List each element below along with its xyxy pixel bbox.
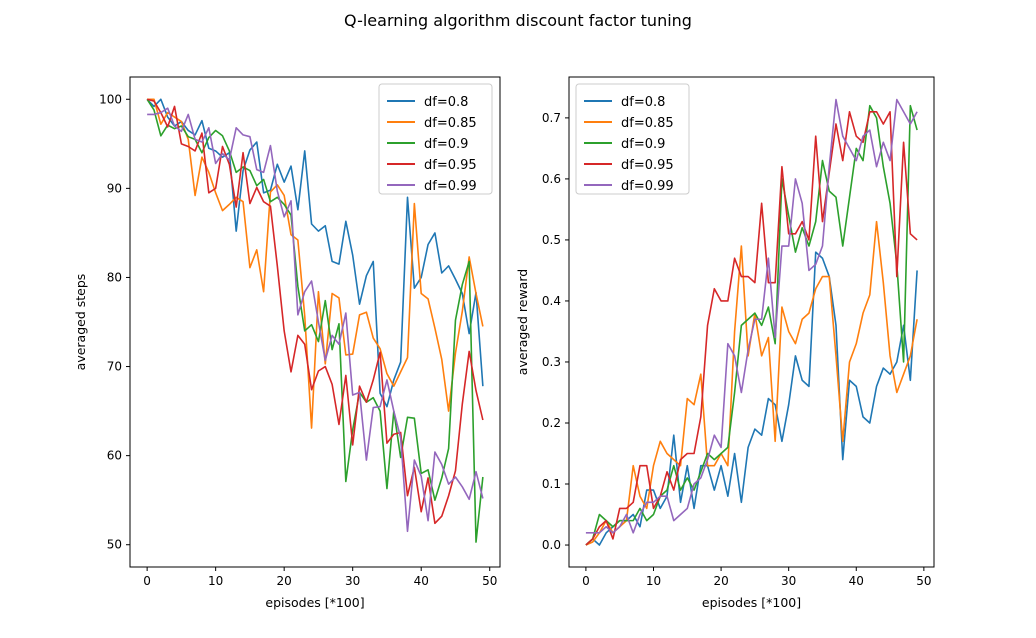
steps-series-line-4 bbox=[147, 107, 484, 533]
steps-series-line-0 bbox=[146, 98, 484, 408]
reward-x-tick-label: 40 bbox=[849, 574, 864, 588]
reward-chart-x-ticks: 0 10 20 30 40 50 bbox=[582, 567, 932, 588]
steps-series-line-3 bbox=[146, 98, 484, 525]
steps-y-tick-label: 100 bbox=[99, 92, 122, 106]
steps-y-tick-label: 80 bbox=[107, 270, 122, 284]
reward-y-tick-label: 0.4 bbox=[542, 294, 561, 308]
reward-y-tick-label: 0.1 bbox=[542, 477, 561, 491]
steps-chart-x-axis-label: episodes [*100] bbox=[265, 595, 364, 610]
reward-y-tick-label: 0.2 bbox=[542, 416, 561, 430]
reward-y-tick-label: 0.6 bbox=[542, 172, 561, 186]
steps-legend-label: df=0.9 bbox=[424, 137, 468, 152]
steps-y-tick-label: 60 bbox=[107, 449, 122, 463]
reward-chart-panel: 0 10 20 30 40 50 0.0 0.1 0.2 0.3 0.4 0.5 0.6 0.7 epi… bbox=[515, 76, 935, 610]
reward-chart-x-axis-label: episodes [*100] bbox=[702, 595, 801, 610]
steps-legend-label: df=0.85 bbox=[424, 116, 477, 131]
reward-series-line-4 bbox=[585, 98, 918, 534]
reward-x-tick-label: 50 bbox=[916, 574, 931, 588]
reward-y-tick-label: 0.3 bbox=[542, 355, 561, 369]
steps-x-tick-label: 30 bbox=[345, 574, 360, 588]
reward-x-tick-label: 30 bbox=[781, 574, 796, 588]
steps-x-tick-label: 10 bbox=[208, 574, 223, 588]
reward-legend-label: df=0.85 bbox=[621, 116, 674, 131]
reward-legend-box bbox=[575, 83, 690, 195]
steps-chart-y-axis-label: averaged steps bbox=[73, 274, 88, 371]
reward-chart-lines bbox=[585, 98, 918, 546]
reward-legend-label: df=0.95 bbox=[621, 158, 674, 173]
reward-legend-label: df=0.8 bbox=[621, 95, 665, 110]
steps-legend-label: df=0.8 bbox=[424, 95, 468, 110]
steps-y-tick-label: 50 bbox=[107, 538, 122, 552]
steps-chart-plot-frame bbox=[129, 76, 501, 568]
reward-legend-label: df=0.9 bbox=[621, 137, 665, 152]
steps-series-line-2 bbox=[146, 98, 484, 543]
reward-chart-legend: df=0.8 df=0.85 df=0.9 df=0.95 df=0.99 bbox=[575, 83, 690, 195]
steps-chart-lines bbox=[146, 98, 484, 543]
steps-x-tick-label: 40 bbox=[414, 574, 429, 588]
reward-legend-label: df=0.99 bbox=[621, 179, 674, 194]
reward-chart-plot-frame bbox=[568, 76, 935, 568]
steps-y-tick-label: 70 bbox=[107, 360, 122, 374]
steps-x-tick-label: 0 bbox=[143, 574, 151, 588]
steps-y-tick-label: 90 bbox=[107, 181, 122, 195]
steps-chart-panel: 0 10 20 30 40 50 50 60 70 80 90 100 episodes [*100… bbox=[73, 76, 501, 610]
reward-series-line-1 bbox=[585, 220, 918, 546]
reward-chart-y-axis-label: averaged reward bbox=[515, 269, 530, 375]
reward-series-line-0 bbox=[585, 251, 918, 546]
steps-legend-label: df=0.99 bbox=[424, 179, 477, 194]
steps-legend-box bbox=[378, 83, 493, 195]
reward-x-tick-label: 10 bbox=[646, 574, 661, 588]
steps-x-tick-label: 50 bbox=[482, 574, 497, 588]
reward-x-tick-label: 20 bbox=[713, 574, 728, 588]
reward-y-tick-label: 0.5 bbox=[542, 233, 561, 247]
reward-y-tick-label: 0.0 bbox=[542, 538, 561, 552]
steps-series-line-1 bbox=[147, 98, 484, 429]
steps-chart-x-ticks: 0 10 20 30 40 50 bbox=[143, 567, 497, 588]
reward-chart-y-ticks: 0.0 0.1 0.2 0.3 0.4 0.5 0.6 0.7 bbox=[542, 111, 569, 552]
reward-x-tick-label: 0 bbox=[582, 574, 590, 588]
steps-chart-y-ticks: 50 60 70 80 90 100 bbox=[99, 92, 130, 552]
reward-series-line-2 bbox=[585, 104, 918, 546]
steps-x-tick-label: 20 bbox=[277, 574, 292, 588]
figure-title: Q-learning algorithm discount factor tun… bbox=[344, 11, 692, 30]
steps-chart-legend: df=0.8 df=0.85 df=0.9 df=0.95 df=0.99 bbox=[378, 83, 493, 195]
reward-y-tick-label: 0.7 bbox=[542, 111, 561, 125]
steps-legend-label: df=0.95 bbox=[424, 158, 477, 173]
